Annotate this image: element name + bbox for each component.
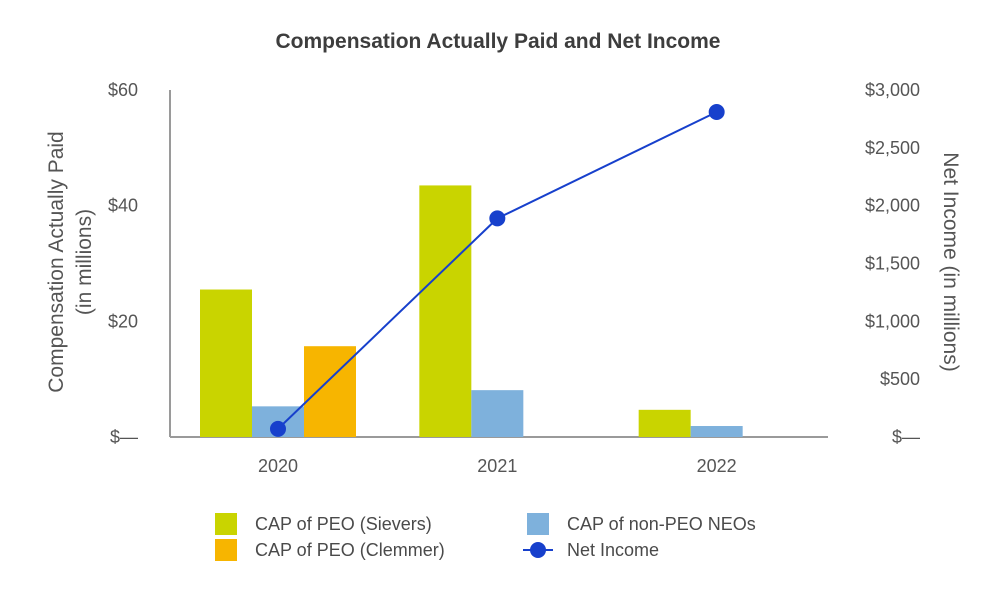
bar-cap-of-peo-sievers-2022 bbox=[638, 409, 691, 437]
legend-cap-of-non-peo-neos-swatch bbox=[527, 513, 549, 535]
right-tick-label: $1,000 bbox=[865, 311, 920, 331]
right-tick-label: $500 bbox=[880, 369, 920, 389]
left-axis-ticks: $— $20 $40 $60 bbox=[108, 80, 138, 447]
net-income-line bbox=[270, 103, 725, 437]
x-tick-label: 2022 bbox=[697, 456, 737, 476]
axes bbox=[169, 90, 828, 438]
right-axis-ticks: $— $500 $1,000 $1,500 $2,000 $2,500 $3,000 bbox=[865, 80, 920, 447]
right-tick-label: $2,000 bbox=[865, 196, 920, 216]
x-tick-label: 2021 bbox=[477, 456, 517, 476]
left-axis-title: Compensation Actually Paid (in millions) bbox=[45, 131, 96, 393]
left-axis-title-line-2: (in millions) bbox=[73, 209, 96, 315]
left-axis-title-line-1: Compensation Actually Paid bbox=[45, 131, 68, 393]
bar-cap-of-peo-sievers-2021 bbox=[419, 185, 472, 437]
legend-cap-of-peo-sievers-swatch bbox=[215, 513, 237, 535]
chart-title: Compensation Actually Paid and Net Incom… bbox=[276, 30, 721, 53]
x-axis-ticks: 2020 2021 2022 bbox=[258, 456, 737, 476]
left-tick-label: $— bbox=[110, 427, 138, 447]
right-tick-label: $2,500 bbox=[865, 138, 920, 158]
bar-cap-of-non-peo-neos-2022 bbox=[690, 426, 743, 437]
legend-net-income-label: Net Income bbox=[567, 540, 659, 560]
x-tick-label: 2020 bbox=[258, 456, 298, 476]
left-tick-label: $20 bbox=[108, 311, 138, 331]
legend-cap-of-peo-clemmer-swatch bbox=[215, 539, 237, 561]
left-tick-label: $40 bbox=[108, 196, 138, 216]
bar-cap-of-peo-clemmer-2020 bbox=[304, 346, 356, 437]
right-axis-title: Net Income (in millions) bbox=[939, 152, 962, 371]
legend-net-income-swatch-marker bbox=[530, 542, 546, 558]
net-income-point-2022 bbox=[708, 103, 725, 120]
bar-cap-of-non-peo-neos-2021 bbox=[471, 390, 524, 437]
right-tick-label: $3,000 bbox=[865, 80, 920, 100]
legend-cap-of-peo-clemmer-label: CAP of PEO (Clemmer) bbox=[255, 540, 445, 560]
legend-cap-of-non-peo-neos-label: CAP of non-PEO NEOs bbox=[567, 514, 756, 534]
legend: CAP of PEO (Sievers) CAP of non-PEO NEOs C… bbox=[215, 513, 756, 561]
bar-cap-of-peo-sievers-2020 bbox=[200, 289, 252, 437]
bars bbox=[200, 185, 743, 437]
legend-cap-of-peo-sievers-label: CAP of PEO (Sievers) bbox=[255, 514, 432, 534]
net-income-point-2020 bbox=[270, 420, 286, 437]
right-tick-label: $1,500 bbox=[865, 254, 920, 274]
left-tick-label: $60 bbox=[108, 80, 138, 100]
net-income-point-2021 bbox=[489, 210, 506, 227]
right-tick-label: $— bbox=[892, 427, 920, 447]
